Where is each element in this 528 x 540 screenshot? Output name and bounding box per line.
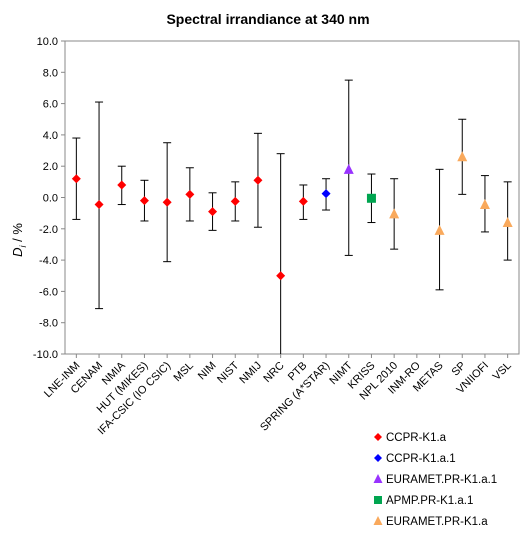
x-tick-label: NIST [215, 359, 241, 385]
plot-area: -10.0 -8.0 -6.0 -4.0 -2.0 0.0 2.0 4.0 6.0 8.0 10.0… [33, 36, 520, 437]
y-tick-label: 10.0 [37, 36, 58, 48]
y-tick-label: 8.0 [43, 67, 58, 79]
data-point [366, 193, 376, 203]
y-tick-label: 2.0 [43, 161, 58, 173]
data-point [162, 197, 172, 207]
data-point [321, 189, 331, 199]
data-point [71, 174, 81, 184]
legend-label: EURAMET.PR-K1.a [386, 516, 488, 528]
data-point [185, 189, 195, 199]
y-tick-label: 6.0 [43, 99, 58, 111]
legend-marker [374, 454, 382, 462]
legend-marker [373, 516, 383, 525]
y-tick-label: 4.0 [43, 130, 58, 142]
y-axis-label: Di / % [10, 223, 28, 257]
data-point [343, 163, 354, 174]
data-point [502, 217, 513, 228]
y-axis-label-unit: / % [10, 223, 25, 246]
chart-title: Spectral irrandiance at 340 nm [166, 11, 369, 27]
y-tick-label: 0.0 [43, 193, 58, 205]
y-tick-label: -4.0 [39, 255, 58, 267]
legend-marker [374, 496, 382, 504]
legend-label: EURAMET.PR-K1.a.1 [386, 474, 497, 486]
y-tick-label: -6.0 [39, 286, 58, 298]
x-tick-label: NIM [196, 360, 219, 383]
legend: CCPR-K1.a CCPR-K1.a.1 EURAMET.PR-K1.a.1 APM… [373, 432, 497, 528]
legend-marker [373, 474, 383, 483]
x-tick-label: NMIJ [237, 360, 264, 387]
data-point [434, 224, 445, 235]
x-tick-label: MSL [171, 360, 195, 384]
x-tick-label: VSL [491, 360, 514, 383]
data-layer [71, 79, 513, 354]
legend-label: CCPR-K1.a [386, 432, 447, 444]
y-tick-label: -10.0 [33, 349, 58, 361]
data-point [479, 199, 490, 210]
y-axis-label-subscript: i [18, 245, 28, 248]
data-point [117, 180, 127, 190]
legend-marker [374, 433, 382, 441]
y-axis-label-symbol: D [10, 248, 25, 257]
legend-label: APMP.PR-K1.a.1 [386, 495, 473, 507]
data-point [94, 200, 104, 210]
legend-label: CCPR-K1.a.1 [386, 453, 456, 465]
y-tick-label: -8.0 [39, 318, 58, 330]
plot-border [64, 40, 520, 355]
data-point [230, 196, 240, 206]
data-point [457, 151, 468, 162]
data-point [276, 271, 286, 281]
data-point [208, 207, 218, 217]
data-point [139, 196, 149, 206]
y-tick-label: -2.0 [39, 224, 58, 236]
data-point [253, 175, 263, 185]
data-point [298, 196, 308, 206]
x-tick-label: NRC [261, 360, 286, 385]
data-point [389, 208, 400, 219]
